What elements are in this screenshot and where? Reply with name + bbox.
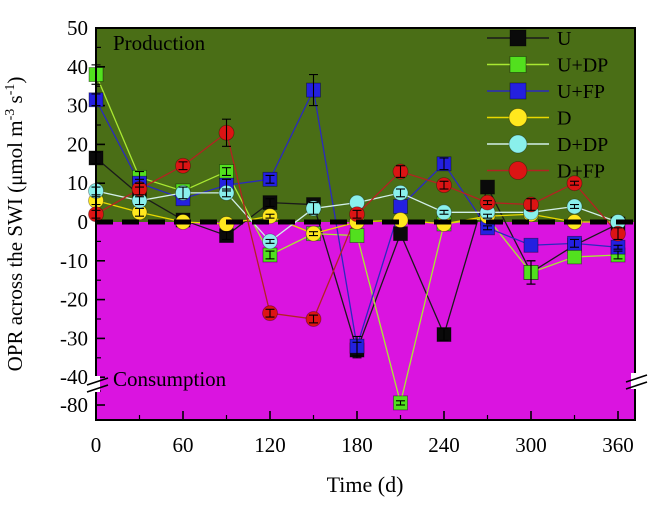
x-tick-label: 300 bbox=[515, 433, 547, 457]
series-errorbars-D+FP bbox=[91, 118, 623, 324]
plot-border bbox=[95, 27, 636, 421]
consumption-label: Consumption bbox=[113, 367, 227, 391]
y-tick-label: 40 bbox=[67, 55, 88, 79]
y-tick-label: -30 bbox=[60, 326, 88, 350]
legend-label: U bbox=[557, 28, 572, 50]
legend-label: D+FP bbox=[557, 161, 605, 183]
marker-U bbox=[393, 226, 408, 242]
legend-label: D+DP bbox=[557, 134, 608, 156]
legend-marker-D bbox=[508, 108, 528, 127]
legend-label: U+DP bbox=[557, 55, 608, 77]
production-label: Production bbox=[113, 31, 206, 55]
y-axis-title: OPR across the SWI (μmol m-3 s-1) bbox=[3, 77, 27, 372]
legend-marker-D+FP bbox=[508, 161, 528, 180]
legend-marker-D+DP bbox=[508, 134, 528, 154]
axis-break-gap bbox=[92, 376, 100, 392]
y-tick-label: -40 bbox=[60, 365, 88, 389]
marker-U+FP bbox=[523, 237, 539, 253]
series-errorbars-D bbox=[91, 196, 492, 237]
axis-break-slash bbox=[625, 374, 648, 383]
legend-item-U: U bbox=[487, 28, 572, 50]
legend-item-D+DP: D+DP bbox=[487, 134, 608, 156]
axis-break-left bbox=[86, 376, 109, 393]
x-tick-label: 360 bbox=[602, 433, 634, 457]
marker-U+FP bbox=[393, 199, 408, 214]
x-axis-title: Time (d) bbox=[327, 472, 404, 497]
legend-label: D bbox=[557, 108, 571, 130]
y-tick-label: -20 bbox=[60, 288, 88, 312]
x-tick-label: 180 bbox=[341, 433, 373, 457]
legend-label: U+FP bbox=[557, 81, 605, 103]
x-tick-label: 240 bbox=[428, 433, 460, 457]
marker-U+DP bbox=[567, 249, 582, 265]
marker-U+DP bbox=[349, 228, 365, 243]
legend-marker-U+FP bbox=[509, 82, 527, 100]
y-tick-label: -10 bbox=[60, 249, 88, 273]
marker-U bbox=[480, 179, 495, 195]
legend-item-D: D bbox=[487, 108, 571, 130]
y-tick-label: 20 bbox=[67, 132, 88, 156]
axis-break-slash bbox=[86, 377, 109, 386]
y-tick-label: -80 bbox=[60, 393, 88, 417]
legend-marker-U+DP bbox=[509, 56, 527, 73]
x-tick-label: 60 bbox=[173, 433, 194, 457]
legend: U U+DP U+FP D D+DP D+FP bbox=[487, 28, 608, 183]
legend-marker-U bbox=[509, 29, 527, 47]
legend-item-U+DP: U+DP bbox=[487, 55, 608, 77]
axis-break-slash bbox=[86, 384, 109, 393]
legend-item-U+FP: U+FP bbox=[487, 81, 605, 103]
y-tick-label: 10 bbox=[67, 171, 88, 195]
x-tick-label: 120 bbox=[254, 433, 286, 457]
axis-break-gap bbox=[631, 373, 639, 389]
y-tick-label: 30 bbox=[67, 94, 88, 118]
axis-break-slash bbox=[625, 381, 648, 390]
legend-item-D+FP: D+FP bbox=[487, 161, 605, 183]
axis-break-right bbox=[625, 373, 648, 390]
y-tick-label: 0 bbox=[78, 210, 89, 234]
y-tick-label: 50 bbox=[67, 16, 88, 40]
x-tick-label: 0 bbox=[91, 433, 102, 457]
